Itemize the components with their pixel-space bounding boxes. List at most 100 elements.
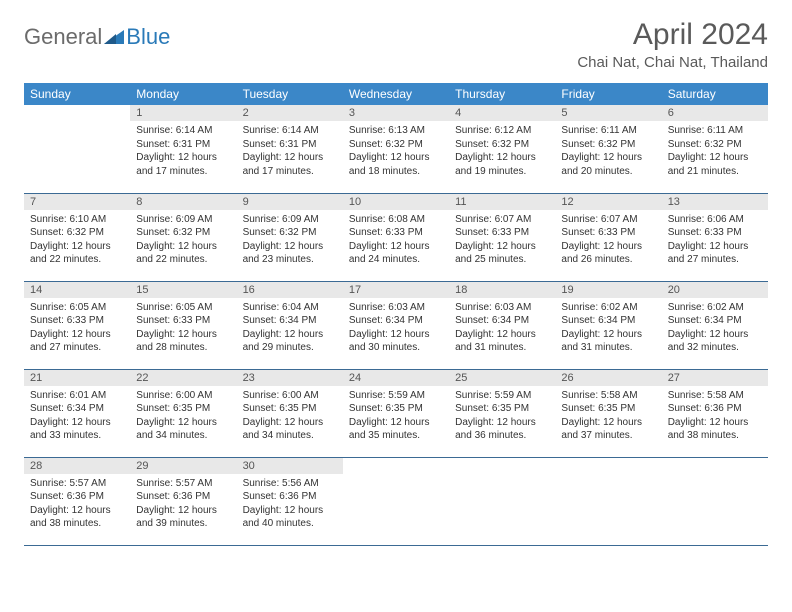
day-details: Sunrise: 6:10 AMSunset: 6:32 PMDaylight:… <box>24 210 130 273</box>
day-number: 28 <box>24 458 130 474</box>
day-details: Sunrise: 6:07 AMSunset: 6:33 PMDaylight:… <box>555 210 661 273</box>
day-number: 4 <box>449 105 555 121</box>
calendar-day-cell: 12Sunrise: 6:07 AMSunset: 6:33 PMDayligh… <box>555 193 661 281</box>
day-details: Sunrise: 6:03 AMSunset: 6:34 PMDaylight:… <box>343 298 449 361</box>
calendar-week-row: 7Sunrise: 6:10 AMSunset: 6:32 PMDaylight… <box>24 193 768 281</box>
calendar-week-row: ..1Sunrise: 6:14 AMSunset: 6:31 PMDaylig… <box>24 105 768 193</box>
day-number: 21 <box>24 370 130 386</box>
day-details: Sunrise: 6:13 AMSunset: 6:32 PMDaylight:… <box>343 121 449 184</box>
day-number: 9 <box>237 194 343 210</box>
day-number: 30 <box>237 458 343 474</box>
calendar-day-cell: .. <box>662 457 768 545</box>
day-number: 14 <box>24 282 130 298</box>
day-details: Sunrise: 6:09 AMSunset: 6:32 PMDaylight:… <box>237 210 343 273</box>
day-number: 17 <box>343 282 449 298</box>
calendar-day-cell: 22Sunrise: 6:00 AMSunset: 6:35 PMDayligh… <box>130 369 236 457</box>
calendar-day-cell: 29Sunrise: 5:57 AMSunset: 6:36 PMDayligh… <box>130 457 236 545</box>
day-details: Sunrise: 6:03 AMSunset: 6:34 PMDaylight:… <box>449 298 555 361</box>
title-block: April 2024 Chai Nat, Chai Nat, Thailand <box>577 18 768 71</box>
day-number: 1 <box>130 105 236 121</box>
day-details: Sunrise: 5:58 AMSunset: 6:35 PMDaylight:… <box>555 386 661 449</box>
day-number: 13 <box>662 194 768 210</box>
calendar-day-cell: 19Sunrise: 6:02 AMSunset: 6:34 PMDayligh… <box>555 281 661 369</box>
day-number: 5 <box>555 105 661 121</box>
day-number: 26 <box>555 370 661 386</box>
calendar-week-row: 14Sunrise: 6:05 AMSunset: 6:33 PMDayligh… <box>24 281 768 369</box>
header: General Blue April 2024 Chai Nat, Chai N… <box>24 18 768 71</box>
calendar-body: ..1Sunrise: 6:14 AMSunset: 6:31 PMDaylig… <box>24 105 768 545</box>
day-number: 20 <box>662 282 768 298</box>
day-details: Sunrise: 6:08 AMSunset: 6:33 PMDaylight:… <box>343 210 449 273</box>
calendar-day-cell: 27Sunrise: 5:58 AMSunset: 6:36 PMDayligh… <box>662 369 768 457</box>
day-details: Sunrise: 6:04 AMSunset: 6:34 PMDaylight:… <box>237 298 343 361</box>
logo-text-blue: Blue <box>126 24 170 50</box>
calendar-day-cell: 8Sunrise: 6:09 AMSunset: 6:32 PMDaylight… <box>130 193 236 281</box>
calendar-day-cell: 30Sunrise: 5:56 AMSunset: 6:36 PMDayligh… <box>237 457 343 545</box>
day-details: Sunrise: 6:11 AMSunset: 6:32 PMDaylight:… <box>662 121 768 184</box>
day-details: Sunrise: 6:00 AMSunset: 6:35 PMDaylight:… <box>237 386 343 449</box>
day-details: Sunrise: 6:09 AMSunset: 6:32 PMDaylight:… <box>130 210 236 273</box>
day-number: 27 <box>662 370 768 386</box>
calendar-day-cell: 4Sunrise: 6:12 AMSunset: 6:32 PMDaylight… <box>449 105 555 193</box>
logo-triangle-icon <box>104 28 124 46</box>
calendar-day-cell: 10Sunrise: 6:08 AMSunset: 6:33 PMDayligh… <box>343 193 449 281</box>
weekday-header: Saturday <box>662 83 768 105</box>
day-details: Sunrise: 6:02 AMSunset: 6:34 PMDaylight:… <box>555 298 661 361</box>
day-number: 12 <box>555 194 661 210</box>
calendar-day-cell: 26Sunrise: 5:58 AMSunset: 6:35 PMDayligh… <box>555 369 661 457</box>
day-details: Sunrise: 6:05 AMSunset: 6:33 PMDaylight:… <box>24 298 130 361</box>
day-number: 10 <box>343 194 449 210</box>
weekday-header: Thursday <box>449 83 555 105</box>
month-title: April 2024 <box>577 18 768 52</box>
day-details: Sunrise: 5:56 AMSunset: 6:36 PMDaylight:… <box>237 474 343 537</box>
day-details: Sunrise: 5:57 AMSunset: 6:36 PMDaylight:… <box>130 474 236 537</box>
day-details: Sunrise: 6:05 AMSunset: 6:33 PMDaylight:… <box>130 298 236 361</box>
calendar-day-cell: 5Sunrise: 6:11 AMSunset: 6:32 PMDaylight… <box>555 105 661 193</box>
day-details: Sunrise: 6:14 AMSunset: 6:31 PMDaylight:… <box>130 121 236 184</box>
day-number: 15 <box>130 282 236 298</box>
calendar-week-row: 21Sunrise: 6:01 AMSunset: 6:34 PMDayligh… <box>24 369 768 457</box>
calendar-day-cell: 6Sunrise: 6:11 AMSunset: 6:32 PMDaylight… <box>662 105 768 193</box>
weekday-header: Sunday <box>24 83 130 105</box>
day-number: 7 <box>24 194 130 210</box>
logo-text-general: General <box>24 24 102 50</box>
weekday-header-row: SundayMondayTuesdayWednesdayThursdayFrid… <box>24 83 768 105</box>
day-number: 22 <box>130 370 236 386</box>
calendar-day-cell: 17Sunrise: 6:03 AMSunset: 6:34 PMDayligh… <box>343 281 449 369</box>
day-number: 18 <box>449 282 555 298</box>
logo: General Blue <box>24 18 170 50</box>
calendar-day-cell: 14Sunrise: 6:05 AMSunset: 6:33 PMDayligh… <box>24 281 130 369</box>
day-number: 3 <box>343 105 449 121</box>
calendar-day-cell: 13Sunrise: 6:06 AMSunset: 6:33 PMDayligh… <box>662 193 768 281</box>
day-details: Sunrise: 6:14 AMSunset: 6:31 PMDaylight:… <box>237 121 343 184</box>
calendar-day-cell: 18Sunrise: 6:03 AMSunset: 6:34 PMDayligh… <box>449 281 555 369</box>
calendar-day-cell: .. <box>24 105 130 193</box>
day-details: Sunrise: 6:12 AMSunset: 6:32 PMDaylight:… <box>449 121 555 184</box>
day-number: 29 <box>130 458 236 474</box>
calendar-day-cell: 28Sunrise: 5:57 AMSunset: 6:36 PMDayligh… <box>24 457 130 545</box>
day-number: 11 <box>449 194 555 210</box>
day-details: Sunrise: 6:01 AMSunset: 6:34 PMDaylight:… <box>24 386 130 449</box>
calendar-day-cell: 11Sunrise: 6:07 AMSunset: 6:33 PMDayligh… <box>449 193 555 281</box>
calendar-day-cell: 15Sunrise: 6:05 AMSunset: 6:33 PMDayligh… <box>130 281 236 369</box>
calendar-day-cell: 3Sunrise: 6:13 AMSunset: 6:32 PMDaylight… <box>343 105 449 193</box>
calendar-day-cell: 20Sunrise: 6:02 AMSunset: 6:34 PMDayligh… <box>662 281 768 369</box>
day-details: Sunrise: 6:00 AMSunset: 6:35 PMDaylight:… <box>130 386 236 449</box>
day-details: Sunrise: 5:59 AMSunset: 6:35 PMDaylight:… <box>343 386 449 449</box>
day-details: Sunrise: 6:06 AMSunset: 6:33 PMDaylight:… <box>662 210 768 273</box>
day-number: 6 <box>662 105 768 121</box>
day-number: 19 <box>555 282 661 298</box>
weekday-header: Friday <box>555 83 661 105</box>
calendar-week-row: 28Sunrise: 5:57 AMSunset: 6:36 PMDayligh… <box>24 457 768 545</box>
day-number: 2 <box>237 105 343 121</box>
weekday-header: Tuesday <box>237 83 343 105</box>
day-details: Sunrise: 5:59 AMSunset: 6:35 PMDaylight:… <box>449 386 555 449</box>
day-number: 23 <box>237 370 343 386</box>
weekday-header: Monday <box>130 83 236 105</box>
location-text: Chai Nat, Chai Nat, Thailand <box>577 54 768 71</box>
calendar-day-cell: 16Sunrise: 6:04 AMSunset: 6:34 PMDayligh… <box>237 281 343 369</box>
day-number: 16 <box>237 282 343 298</box>
calendar-day-cell: 9Sunrise: 6:09 AMSunset: 6:32 PMDaylight… <box>237 193 343 281</box>
day-number: 25 <box>449 370 555 386</box>
day-details: Sunrise: 5:58 AMSunset: 6:36 PMDaylight:… <box>662 386 768 449</box>
